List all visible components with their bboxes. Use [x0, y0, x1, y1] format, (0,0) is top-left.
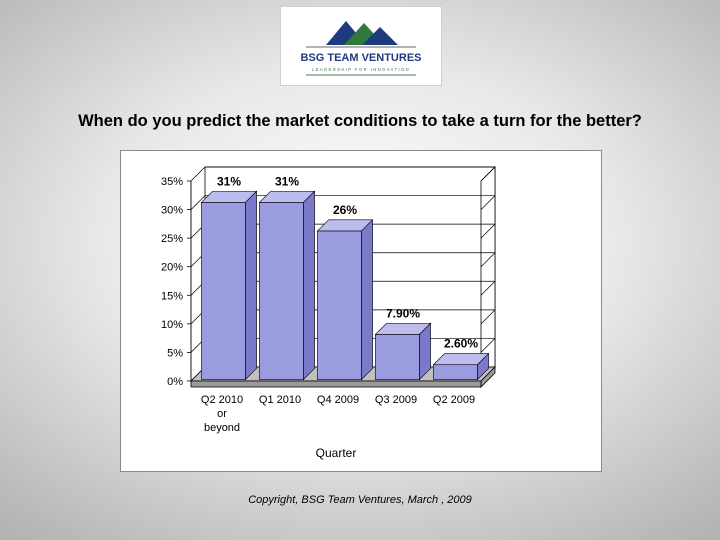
logo-tagline: LEADERSHIP FOR INNOVATION	[312, 67, 410, 72]
bar-side	[361, 220, 372, 380]
x-tick-label: Q2 2009	[433, 394, 475, 406]
y-tick-label: 25%	[161, 233, 183, 245]
bar-side	[245, 191, 256, 379]
bar-chart: 0% 5% 10% 15% 20% 25% 30% 35% 31% Q2 2010 or beyond…	[121, 151, 601, 471]
data-label: 31%	[275, 174, 299, 188]
y-tick-label: 0%	[167, 376, 183, 388]
y-tick-label: 10%	[161, 319, 183, 331]
bar	[259, 202, 303, 379]
x-tick-label: or	[217, 408, 227, 420]
bar	[375, 334, 419, 379]
logo: BSG TEAM VENTURES LEADERSHIP FOR INNOVAT…	[280, 6, 442, 86]
x-tick-label: Q1 2010	[259, 394, 301, 406]
x-tick-label: Q3 2009	[375, 394, 417, 406]
x-tick-label: beyond	[204, 422, 240, 434]
y-tick-label: 20%	[161, 262, 183, 274]
data-label: 31%	[217, 174, 241, 188]
y-tick-label: 5%	[167, 347, 183, 359]
bar	[201, 202, 245, 379]
x-tick-label: Q4 2009	[317, 394, 359, 406]
bar	[433, 365, 477, 380]
logo-name: BSG TEAM VENTURES	[300, 52, 421, 64]
y-tick-label: 15%	[161, 290, 183, 302]
chart-panel: 0% 5% 10% 15% 20% 25% 30% 35% 31% Q2 2010 or beyond…	[120, 150, 602, 472]
y-tick-label: 35%	[161, 176, 183, 188]
bar	[317, 231, 361, 380]
slide: BSG TEAM VENTURES LEADERSHIP FOR INNOVAT…	[0, 0, 720, 540]
data-label: 2.60%	[444, 337, 478, 351]
data-label: 26%	[333, 203, 357, 217]
copyright: Copyright, BSG Team Ventures, March , 20…	[0, 494, 720, 506]
data-label: 7.90%	[386, 306, 420, 320]
y-tick-label: 30%	[161, 205, 183, 217]
bar-side	[303, 191, 314, 379]
x-tick-label: Q2 2010	[201, 394, 243, 406]
x-axis-title: Quarter	[316, 446, 357, 460]
slide-title: When do you predict the market condition…	[0, 112, 720, 131]
logo-svg: BSG TEAM VENTURES LEADERSHIP FOR INNOVAT…	[286, 11, 436, 81]
